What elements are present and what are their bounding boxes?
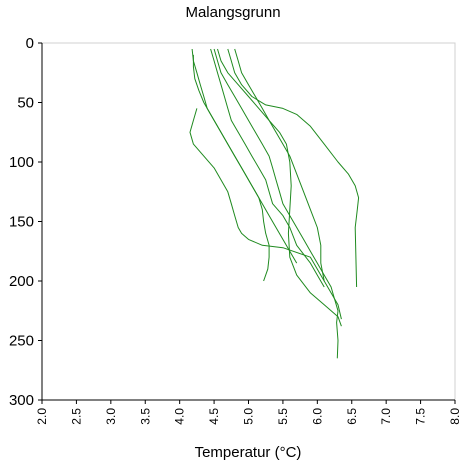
y-tick-label: 300 bbox=[9, 392, 34, 409]
profile-line-8 bbox=[234, 48, 342, 320]
profile-line-2 bbox=[192, 54, 270, 282]
y-tick-label: 100 bbox=[9, 154, 34, 171]
y-tick-label: 250 bbox=[9, 333, 34, 350]
y-tick-label: 50 bbox=[17, 95, 34, 112]
x-tick-label: 4.0 bbox=[173, 408, 187, 425]
x-tick-label: 6.5 bbox=[345, 408, 359, 425]
x-axis-label: Temperatur (°C) bbox=[195, 444, 302, 461]
y-tick-label: 150 bbox=[9, 214, 34, 231]
x-tick-label: 3.0 bbox=[104, 408, 118, 425]
profile-line-3 bbox=[189, 108, 325, 282]
y-tick-label: 200 bbox=[9, 273, 34, 290]
profile-line-4 bbox=[210, 48, 325, 288]
series-lines bbox=[189, 48, 360, 359]
chart-title: Malangsgrunn bbox=[185, 4, 280, 21]
x-tick-label: 6.0 bbox=[310, 408, 324, 425]
x-axis-ticks: 2.0 2.5 3.0 3.5 4.0 4.5 5.0 5.5 6.0 6.5 7.0 7.5 8.0 bbox=[35, 400, 462, 425]
profile-line-5 bbox=[213, 48, 339, 359]
x-tick-label: 7.0 bbox=[379, 408, 393, 425]
y-tick-label: 0 bbox=[26, 35, 34, 52]
x-tick-label: 2.5 bbox=[69, 408, 83, 425]
y-axis-ticks: 0 50 100 150 200 250 300 bbox=[9, 35, 42, 409]
x-tick-label: 4.5 bbox=[207, 408, 221, 425]
x-tick-label: 7.5 bbox=[414, 408, 428, 425]
x-tick-label: 3.5 bbox=[138, 408, 152, 425]
x-tick-label: 5.0 bbox=[242, 408, 256, 425]
x-tick-label: 2.0 bbox=[35, 408, 49, 425]
x-tick-label: 8.0 bbox=[448, 408, 462, 425]
x-tick-label: 5.5 bbox=[276, 408, 290, 425]
profile-line-1 bbox=[191, 48, 298, 264]
profile-line-6 bbox=[217, 48, 342, 327]
profile-line-7 bbox=[227, 48, 360, 288]
